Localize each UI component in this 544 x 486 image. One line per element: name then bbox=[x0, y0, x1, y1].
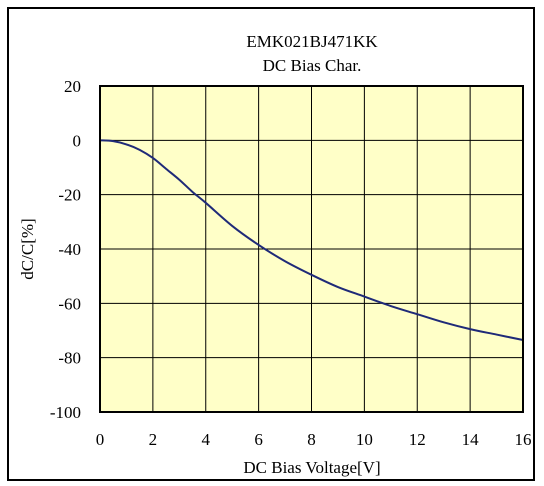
plot-border bbox=[99, 85, 524, 413]
series-line bbox=[99, 139, 524, 341]
y-tick-label: 0 bbox=[73, 131, 82, 150]
y-tick-label: -100 bbox=[50, 403, 81, 422]
x-tick-label: 0 bbox=[96, 430, 105, 449]
x-tick-label: 4 bbox=[202, 430, 211, 449]
chart-subtitle: DC Bias Char. bbox=[263, 56, 362, 75]
x-tick-label: 14 bbox=[462, 430, 480, 449]
y-tick-label: -60 bbox=[58, 294, 81, 313]
y-tick-label: -80 bbox=[58, 349, 81, 368]
x-tick-labels: 0 2 4 6 8 10 12 14 16 bbox=[96, 430, 532, 449]
x-tick-label: 12 bbox=[409, 430, 426, 449]
y-tick-label: -20 bbox=[58, 186, 81, 205]
x-tick-label: 8 bbox=[307, 430, 316, 449]
x-tick-label: 6 bbox=[254, 430, 263, 449]
y-tick-label: 20 bbox=[64, 77, 81, 96]
x-tick-label: 16 bbox=[515, 430, 532, 449]
y-tick-label: -40 bbox=[58, 240, 81, 259]
x-axis-label: DC Bias Voltage[V] bbox=[243, 458, 380, 477]
y-axis-label: dC/C[%] bbox=[18, 218, 37, 279]
chart-title: EMK021BJ471KK bbox=[246, 32, 378, 51]
x-tick-label: 10 bbox=[356, 430, 373, 449]
y-tick-labels: 20 0 -20 -40 -60 -80 -100 bbox=[50, 77, 81, 422]
x-tick-label: 2 bbox=[149, 430, 158, 449]
